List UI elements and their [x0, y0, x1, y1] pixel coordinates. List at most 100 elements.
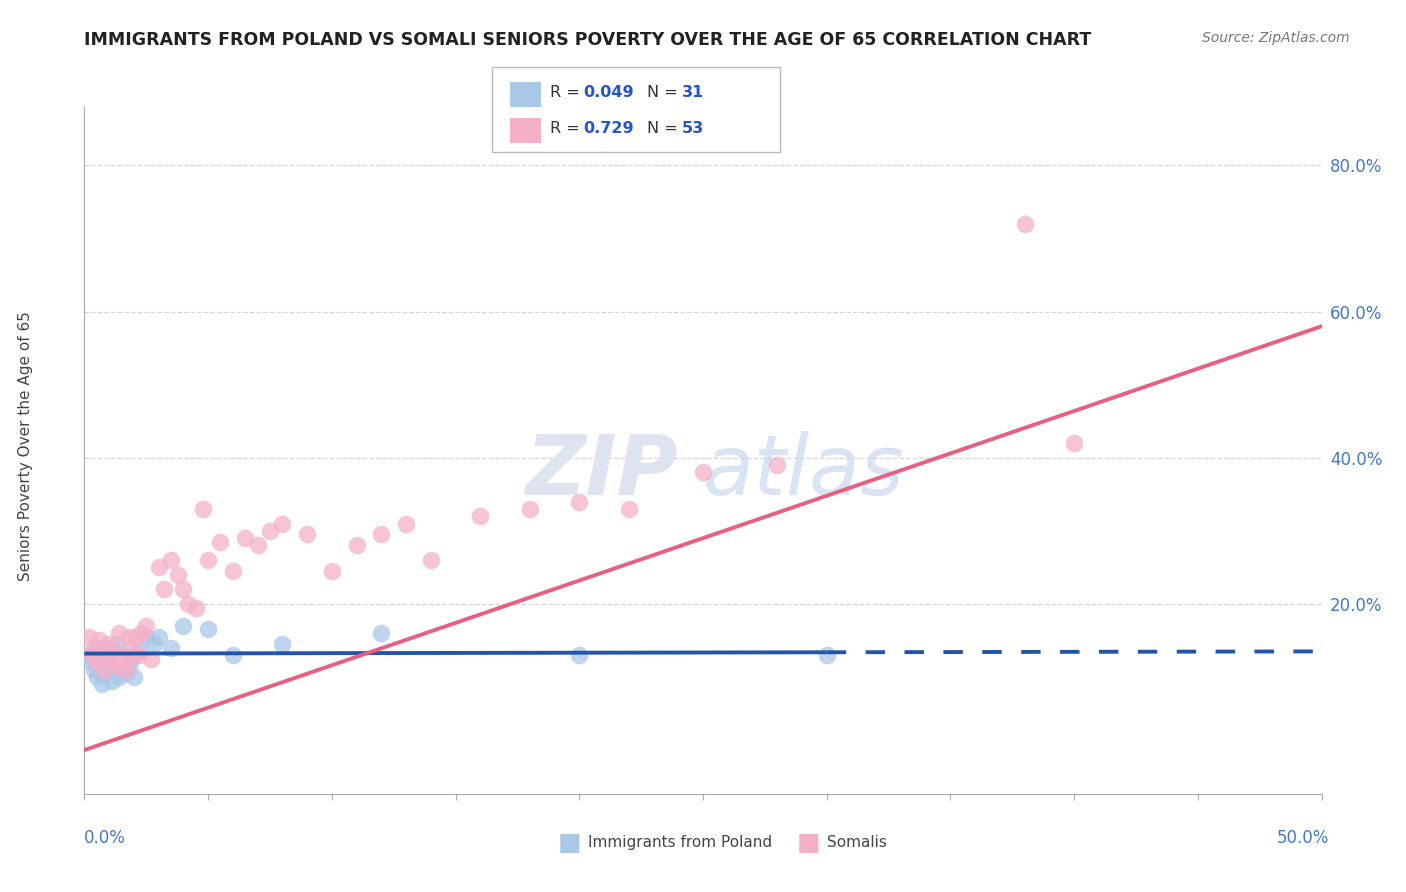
Point: [259, 524, 281, 538]
Text: 31: 31: [682, 85, 704, 100]
Text: Immigrants from Poland: Immigrants from Poland: [588, 836, 772, 850]
Point: [108, 626, 131, 640]
Point: [172, 582, 194, 597]
Point: [120, 651, 142, 665]
Point: [122, 670, 145, 684]
Point: [148, 560, 170, 574]
Point: [233, 531, 256, 545]
Point: [295, 527, 318, 541]
Point: [519, 502, 541, 516]
Point: [103, 644, 125, 658]
Point: [89, 633, 111, 648]
Text: Seniors Poverty Over the Age of 65: Seniors Poverty Over the Age of 65: [18, 311, 32, 581]
Point: [172, 619, 194, 633]
Point: [105, 637, 128, 651]
Point: [197, 623, 219, 637]
Text: atlas: atlas: [703, 431, 904, 512]
Point: [100, 673, 122, 688]
Text: IMMIGRANTS FROM POLAND VS SOMALI SENIORS POVERTY OVER THE AGE OF 65 CORRELATION : IMMIGRANTS FROM POLAND VS SOMALI SENIORS…: [84, 31, 1091, 49]
Point: [98, 651, 121, 665]
Point: [370, 527, 392, 541]
Text: 53: 53: [682, 121, 704, 136]
Point: [135, 619, 157, 633]
Point: [470, 509, 492, 524]
Point: [110, 656, 132, 670]
Text: N =: N =: [647, 121, 683, 136]
Point: [766, 458, 789, 472]
Text: 0.049: 0.049: [583, 85, 634, 100]
Point: [112, 663, 135, 677]
Point: [370, 626, 392, 640]
Point: [135, 630, 157, 644]
Point: [191, 502, 214, 516]
Point: [209, 534, 232, 549]
Point: [148, 630, 170, 644]
Point: [321, 564, 343, 578]
Point: [160, 553, 183, 567]
Point: [346, 538, 368, 552]
Point: [152, 582, 174, 597]
Point: [105, 659, 128, 673]
Text: ZIP: ZIP: [526, 431, 678, 512]
Point: [90, 651, 112, 665]
Point: [96, 640, 118, 655]
Point: [100, 644, 122, 658]
Text: 0.729: 0.729: [583, 121, 634, 136]
Point: [395, 516, 418, 531]
Point: [110, 648, 132, 662]
Point: [167, 567, 190, 582]
Point: [80, 648, 103, 662]
Point: [222, 564, 245, 578]
Point: [93, 663, 115, 677]
Point: [86, 670, 108, 684]
Point: [108, 670, 131, 684]
Point: [128, 644, 150, 658]
Text: ■: ■: [558, 831, 581, 855]
Point: [80, 656, 103, 670]
Point: [112, 656, 135, 670]
Point: [160, 640, 183, 655]
Point: [568, 494, 591, 508]
Text: R =: R =: [550, 121, 585, 136]
Point: [128, 648, 150, 662]
Point: [118, 630, 141, 644]
Point: [83, 640, 105, 655]
Text: Somalis: Somalis: [827, 836, 887, 850]
Text: R =: R =: [550, 85, 585, 100]
Point: [141, 651, 163, 665]
Point: [90, 677, 112, 691]
Point: [89, 640, 111, 655]
Point: [98, 637, 121, 651]
Point: [197, 553, 219, 567]
Point: [125, 630, 148, 644]
Point: [568, 648, 591, 662]
Point: [1014, 217, 1036, 231]
Point: [122, 648, 145, 662]
Point: [142, 637, 165, 651]
Point: [617, 502, 640, 516]
Point: [83, 663, 105, 677]
Point: [177, 597, 200, 611]
Point: [86, 656, 108, 670]
Text: 0.0%: 0.0%: [84, 829, 127, 847]
Point: [115, 663, 138, 677]
Point: [692, 466, 714, 480]
Point: [79, 630, 101, 644]
Point: [93, 666, 115, 681]
Text: N =: N =: [647, 85, 683, 100]
Point: [184, 600, 207, 615]
Point: [419, 553, 441, 567]
Point: [103, 651, 125, 665]
Point: [1063, 436, 1085, 450]
Point: [271, 637, 294, 651]
Text: ■: ■: [797, 831, 820, 855]
Point: [120, 640, 142, 655]
Point: [118, 659, 141, 673]
Point: [96, 659, 118, 673]
Point: [246, 538, 269, 552]
Point: [129, 626, 152, 640]
Point: [115, 666, 138, 681]
Point: [79, 648, 101, 662]
Text: Source: ZipAtlas.com: Source: ZipAtlas.com: [1202, 31, 1350, 45]
Point: [815, 648, 838, 662]
